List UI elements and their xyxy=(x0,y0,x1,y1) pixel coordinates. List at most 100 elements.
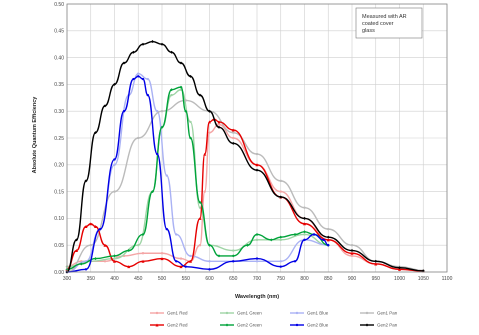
data-point xyxy=(327,227,330,231)
data-point xyxy=(189,120,192,124)
data-point xyxy=(141,42,145,46)
data-point xyxy=(231,141,235,145)
data-point xyxy=(94,131,97,135)
legend-item-gen1-red: Gen1 Red xyxy=(150,311,188,316)
data-point xyxy=(141,77,145,81)
legend-label: Gen1 Green xyxy=(237,311,262,316)
series-gen1-blue xyxy=(65,72,330,274)
series-line-gen2-pan xyxy=(66,40,424,273)
data-point xyxy=(365,323,369,327)
data-point xyxy=(208,109,211,113)
data-point xyxy=(103,260,107,263)
data-point xyxy=(203,152,207,156)
series-line-gen2-blue xyxy=(66,75,329,273)
data-point xyxy=(165,174,168,177)
x-tick-label: 550 xyxy=(182,276,191,282)
data-point xyxy=(208,268,211,271)
data-point xyxy=(141,252,145,255)
data-point xyxy=(184,265,187,268)
data-point xyxy=(103,104,107,108)
data-point xyxy=(155,323,159,327)
data-point xyxy=(398,267,401,271)
data-point xyxy=(155,311,159,315)
data-point xyxy=(217,125,221,129)
data-point xyxy=(84,179,88,183)
data-point xyxy=(84,224,88,228)
legend-item-gen1-blue: Gen1 Blue xyxy=(290,311,329,316)
data-point xyxy=(303,206,306,209)
series-line-gen2-green xyxy=(66,86,329,271)
data-point xyxy=(255,260,259,263)
data-point xyxy=(326,235,330,239)
data-point xyxy=(303,222,306,226)
data-point xyxy=(160,42,164,46)
data-point xyxy=(189,259,192,263)
series-line-gen1-green xyxy=(66,89,329,268)
data-point xyxy=(160,252,164,255)
x-tick-label: 600 xyxy=(205,276,214,282)
data-point xyxy=(232,260,235,263)
legend-label: Gen2 Red xyxy=(167,323,188,328)
data-point xyxy=(175,233,178,236)
data-point xyxy=(184,109,188,113)
data-point xyxy=(156,152,159,156)
data-point xyxy=(374,262,378,266)
series-gen2-red xyxy=(65,117,425,273)
data-point xyxy=(170,50,173,54)
data-point xyxy=(99,227,102,231)
y-tick-label: 0.30 xyxy=(54,109,64,115)
annotation-line: Measured with AR xyxy=(362,14,407,20)
y-tick-label: 0.00 xyxy=(54,270,64,276)
data-point xyxy=(269,238,273,242)
data-point xyxy=(303,216,306,220)
data-point xyxy=(113,82,116,86)
data-point xyxy=(350,254,354,258)
data-point xyxy=(198,244,202,247)
legend-label: Gen2 Pan xyxy=(377,323,398,328)
x-tick-label: 650 xyxy=(229,276,238,282)
series-gen1-green xyxy=(65,88,330,268)
data-point xyxy=(231,254,235,258)
data-point xyxy=(137,136,140,140)
data-point xyxy=(137,72,140,75)
y-tick-label: 0.45 xyxy=(54,29,64,35)
y-tick-label: 0.15 xyxy=(54,189,64,195)
data-point xyxy=(103,243,107,247)
data-point xyxy=(141,232,145,236)
data-point xyxy=(160,257,164,261)
data-point xyxy=(151,40,154,44)
x-tick-label: 800 xyxy=(300,276,309,282)
data-point xyxy=(122,110,126,113)
data-point xyxy=(146,77,149,81)
axes: 300 350 400 450 500 550 600 650 700 750 800 850 900 9… xyxy=(54,2,452,282)
data-point xyxy=(208,120,211,124)
data-point xyxy=(255,163,259,167)
legend-item-gen1-pan: Gen1 Pan xyxy=(360,311,398,316)
data-point xyxy=(175,260,178,263)
x-tick-label: 400 xyxy=(110,276,119,282)
data-point xyxy=(122,61,126,65)
data-point xyxy=(303,238,306,242)
data-point xyxy=(198,206,202,209)
data-point xyxy=(279,190,282,193)
data-point xyxy=(165,227,168,231)
series-line-gen2-red xyxy=(66,118,424,272)
series-line-gen1-blue xyxy=(66,72,329,273)
legend-item-gen1-green: Gen1 Green xyxy=(220,311,262,316)
data-point xyxy=(322,238,325,242)
data-point xyxy=(75,249,78,253)
data-point xyxy=(179,61,183,65)
x-tick-label: 850 xyxy=(324,276,333,282)
data-point xyxy=(398,266,401,270)
y-tick-label: 0.35 xyxy=(54,82,64,88)
x-tick-label: 350 xyxy=(87,276,96,282)
data-point xyxy=(326,238,330,242)
data-point xyxy=(189,74,192,78)
data-point xyxy=(189,254,192,258)
data-point xyxy=(208,243,211,247)
data-point xyxy=(279,179,282,183)
data-point xyxy=(255,152,259,156)
y-tick-label: 0.05 xyxy=(54,243,64,249)
y-tick-label: 0.40 xyxy=(54,55,64,61)
